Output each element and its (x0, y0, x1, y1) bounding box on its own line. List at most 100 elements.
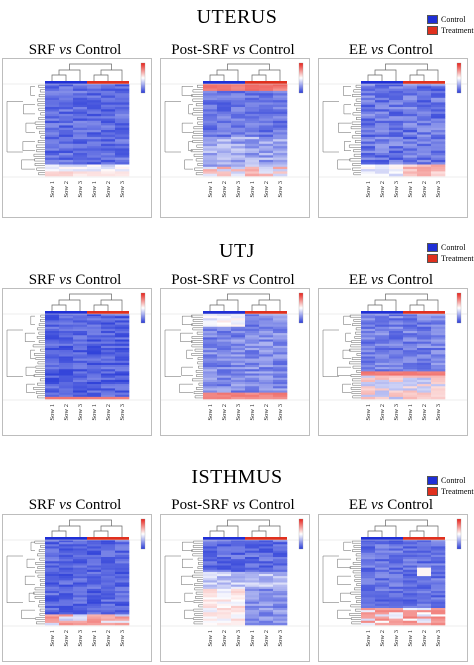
row-dendrogram (322, 314, 361, 399)
heatmap-cell (245, 132, 260, 135)
heatmap-cell (87, 612, 102, 615)
heatmap-svg: Sow 1 Sow 2 Sow 3 Sow 1 Sow 2 Sow 3 (319, 292, 467, 420)
heatmap-cell (73, 139, 88, 142)
heatmap-cell (375, 328, 390, 332)
heatmap-cell (403, 107, 418, 110)
heatmap-cell (203, 90, 218, 94)
dendrogram-branch (251, 74, 267, 81)
heatmap-cell (245, 373, 260, 376)
heatmap-cell (273, 356, 288, 359)
color-scale-bar (140, 518, 146, 550)
heatmap-cell (431, 352, 446, 355)
heatmap-cell (45, 557, 60, 560)
column-label: Sow 3 (77, 181, 84, 197)
dendrogram-branch (193, 153, 203, 157)
heatmap-cell (203, 318, 218, 321)
heatmap-cell (115, 552, 130, 556)
heatmap-cell (259, 379, 274, 383)
heatmap-cell (389, 345, 404, 349)
heatmap-cell (231, 603, 246, 607)
heatmap-cell (59, 390, 74, 393)
heatmap-cell (361, 542, 376, 545)
heatmap-cell (115, 599, 130, 602)
heatmap-cell (73, 540, 88, 543)
heatmap-cell (87, 90, 102, 94)
heatmap-cell (245, 157, 260, 161)
dendrogram-branch (354, 140, 361, 143)
heatmap-cell (361, 367, 376, 370)
heatmap-cell (73, 130, 88, 133)
heatmap-cell (115, 333, 130, 336)
heatmap-cell (217, 563, 232, 566)
heatmap-cell (273, 111, 288, 115)
heatmap-cell (245, 554, 260, 558)
heatmap-cell (59, 118, 74, 122)
heatmap-cell (245, 565, 260, 568)
dendrogram-branch (354, 574, 361, 578)
heatmap-cell (431, 127, 446, 131)
heatmap-cell (375, 95, 390, 99)
heatmap-cell (361, 584, 376, 588)
heatmap-cell (259, 348, 274, 351)
heatmap-cell (73, 125, 88, 128)
heatmap-cell (259, 132, 274, 135)
heatmap-cell (231, 367, 246, 370)
dendrogram-branch (354, 608, 361, 612)
heatmap-cell (403, 618, 418, 622)
column-dendrogram (51, 519, 123, 537)
heatmap-cell (417, 382, 432, 385)
column-label: Sow 2 (263, 181, 270, 197)
heatmap-cell (87, 571, 102, 575)
heatmap-cell (87, 107, 102, 110)
heatmap-cell (73, 384, 88, 387)
heatmap-cell (45, 582, 60, 585)
heatmap-cell (115, 571, 130, 575)
dendrogram-branch (37, 382, 45, 386)
dendrogram-branch (195, 591, 203, 595)
heatmap-cell (101, 552, 116, 556)
heatmap-cell (73, 343, 88, 347)
heatmap-cell (403, 171, 418, 174)
heatmap-cell (361, 130, 376, 133)
heatmap-cell (87, 166, 102, 170)
heatmap-cell (245, 324, 260, 328)
heatmap-cell (403, 567, 418, 571)
heatmap-cell (417, 104, 432, 108)
heatmap-cell (431, 563, 446, 566)
heatmap-cell (73, 322, 88, 325)
group-bar-treatment (245, 537, 259, 540)
heatmap-cell (417, 567, 432, 571)
heatmap-cell (361, 157, 376, 161)
heatmap-cell (45, 146, 60, 149)
heatmap-cell (273, 367, 288, 370)
heatmap-cell (59, 173, 74, 177)
group-bar-treatment (417, 537, 431, 540)
heatmap-cell (259, 157, 274, 161)
heatmap-cell (375, 394, 390, 398)
heatmap-cell (273, 567, 288, 571)
heatmap-cell (417, 375, 432, 379)
heatmap-cell (87, 157, 102, 161)
heatmap-cell (87, 125, 102, 128)
heatmap-cell (217, 102, 232, 105)
column-label: Sow 1 (407, 630, 414, 646)
heatmap-cell (217, 88, 232, 92)
heatmap-cell (217, 93, 232, 96)
heatmap-cell (217, 599, 232, 602)
heatmap-cell (375, 318, 390, 321)
dendrogram-branch (181, 86, 193, 96)
heatmap-cell (87, 593, 102, 596)
heatmap-cell (403, 578, 418, 581)
heatmap-cell (403, 155, 418, 158)
heatmap-cell (273, 540, 288, 543)
heatmap-cell (361, 171, 376, 174)
heatmap-cell (203, 125, 218, 128)
heatmap-cell (389, 331, 404, 334)
heatmap-cell (87, 109, 102, 112)
heatmap-cell (217, 360, 232, 364)
heatmap-cell (245, 116, 260, 119)
heatmap-cell (115, 148, 130, 151)
heatmap-cell (59, 394, 74, 398)
heatmap-cell (87, 143, 102, 147)
heatmap-cell (101, 394, 116, 398)
